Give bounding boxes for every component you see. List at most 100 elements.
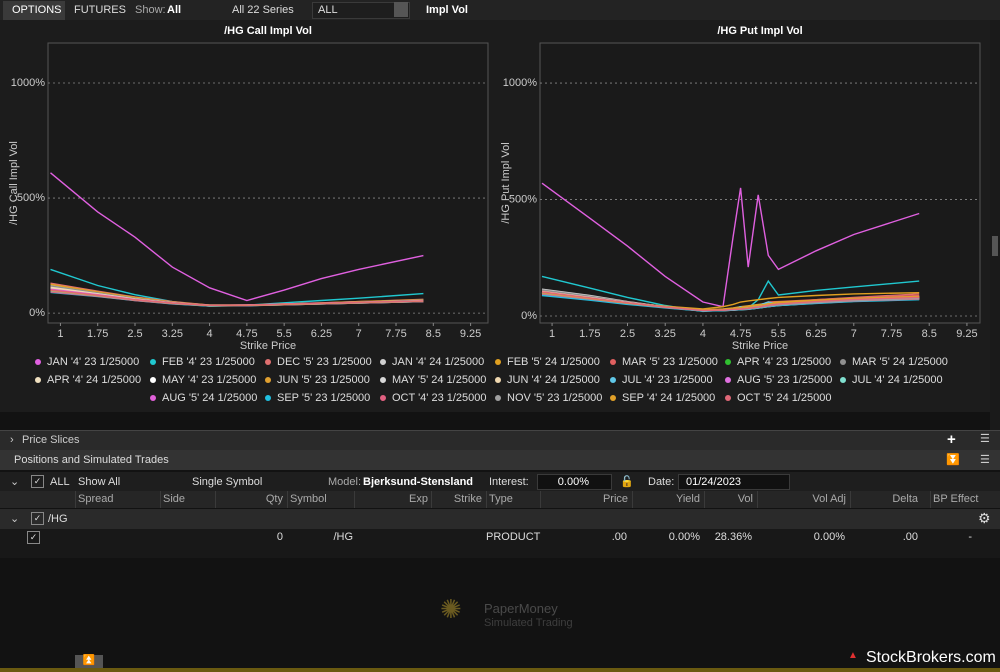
x-tick-label: 7.75	[881, 328, 902, 340]
legend-swatch	[840, 377, 846, 383]
show-label: Show:	[135, 4, 166, 16]
legend-item[interactable]: NOV '5' 23 1/25000	[495, 392, 610, 404]
cell: 28.36%	[714, 531, 752, 543]
legend-label: APR '4' 24 1/25000	[47, 374, 142, 386]
checkbox[interactable]: ✓	[31, 475, 44, 488]
legend-item[interactable]: JUL '4' 23 1/25000	[610, 374, 725, 386]
dropdown[interactable]	[312, 2, 410, 19]
column-header[interactable]: Strike	[431, 491, 484, 508]
legend-item[interactable]: JUN '5' 23 1/25000	[265, 374, 380, 386]
x-tick-label: 8.5	[922, 328, 937, 340]
legend-item[interactable]: FEB '4' 23 1/25000	[150, 356, 265, 368]
legend-label: MAR '5' 24 1/25000	[852, 356, 948, 368]
input[interactable]	[537, 474, 612, 490]
column-header[interactable]: Exp	[354, 491, 430, 508]
dropdown-arrow[interactable]	[394, 2, 408, 17]
legend-item[interactable]: APR '4' 24 1/25000	[35, 374, 150, 386]
chart-title: /HG Put Impl Vol	[717, 25, 802, 37]
date[interactable]: 01/24/2023	[686, 476, 742, 488]
plot-area	[539, 42, 981, 324]
plot-area	[47, 42, 489, 324]
x-axis-label: Strike Price	[240, 340, 296, 352]
y-tick-label: 0%	[29, 307, 45, 319]
settings-icon[interactable]: ⚙	[978, 510, 991, 526]
show-value[interactable]: All	[167, 4, 182, 16]
y-tick-label: 500%	[17, 192, 45, 204]
column-header[interactable]: Spread	[75, 491, 160, 508]
legend-label: AUG '5' 23 1/25000	[737, 374, 833, 386]
column-header[interactable]: Type	[486, 491, 538, 508]
scroll-thumb[interactable]	[992, 236, 998, 256]
expand-button[interactable]: ⏫	[75, 655, 103, 669]
interest[interactable]: 0.00%	[557, 476, 589, 488]
lock-icon[interactable]: 🔓	[620, 476, 634, 488]
y-tick-label: 0%	[521, 310, 537, 322]
legend-label: AUG '5' 24 1/25000	[162, 392, 258, 404]
legend-item[interactable]: SEP '5' 23 1/25000	[265, 392, 380, 404]
column-header[interactable]: Symbol	[287, 491, 353, 508]
legend-item[interactable]: OCT '4' 23 1/25000	[380, 392, 495, 404]
status-bar	[0, 668, 1000, 672]
legend-item[interactable]: OCT '5' 24 1/25000	[725, 392, 840, 404]
legend-item[interactable]: FEB '5' 24 1/25000	[495, 356, 610, 368]
add-button[interactable]: +	[947, 431, 956, 448]
checkbox[interactable]: ✓	[31, 512, 44, 525]
scrollbar[interactable]	[990, 20, 1000, 430]
study[interactable]: Impl Vol	[426, 4, 468, 16]
section-bar[interactable]	[0, 450, 1000, 470]
legend-item[interactable]: MAR '5' 24 1/25000	[840, 356, 955, 368]
symbol-mode[interactable]: Single Symbol	[192, 476, 263, 488]
x-tick-label: 5.5	[771, 328, 786, 340]
checkbox[interactable]: ✓	[27, 531, 40, 544]
legend-item[interactable]: APR '4' 23 1/25000	[725, 356, 840, 368]
legend-item[interactable]: MAY '5' 24 1/25000	[380, 374, 495, 386]
filter[interactable]: ALL	[318, 4, 338, 16]
legend-swatch	[150, 395, 156, 401]
menu-button[interactable]: ☰	[980, 454, 990, 466]
y-tick-label: 1000%	[11, 77, 45, 89]
tab-label[interactable]: FUTURES	[74, 4, 126, 16]
column-header[interactable]: Price	[540, 491, 630, 508]
x-tick-label: 7	[356, 328, 362, 340]
legend-item[interactable]: JUL '4' 24 1/25000	[840, 374, 955, 386]
column-header[interactable]: Vol	[704, 491, 755, 508]
section-title[interactable]: Price Slices	[22, 434, 80, 446]
legend-item[interactable]: JAN '4' 23 1/25000	[35, 356, 150, 368]
legend-item[interactable]: JAN '4' 24 1/25000	[380, 356, 495, 368]
legend-label: SEP '4' 24 1/25000	[622, 392, 716, 404]
legend-label: APR '4' 23 1/25000	[737, 356, 832, 368]
legend-item[interactable]: AUG '5' 23 1/25000	[725, 374, 840, 386]
legend-swatch	[35, 377, 41, 383]
collapse-button[interactable]: ⏬	[946, 454, 960, 466]
legend-item[interactable]: AUG '5' 24 1/25000	[150, 392, 265, 404]
column-header[interactable]: Side	[160, 491, 213, 508]
tab[interactable]	[3, 1, 65, 20]
section-bar[interactable]	[0, 430, 1000, 451]
legend-item[interactable]: DEC '5' 23 1/25000	[265, 356, 380, 368]
cell: /HG	[333, 531, 353, 543]
chevron[interactable]: ›	[10, 434, 14, 446]
legend-item[interactable]: SEP '4' 24 1/25000	[610, 392, 725, 404]
x-tick-label: 4.75	[730, 328, 751, 340]
legend-item[interactable]: MAY '4' 23 1/25000	[150, 374, 265, 386]
tab-label[interactable]: OPTIONS	[12, 4, 62, 16]
x-tick-label: 1.75	[87, 328, 108, 340]
series-filter[interactable]: All 22 Series	[232, 4, 294, 16]
legend-item[interactable]: MAR '5' 23 1/25000	[610, 356, 725, 368]
show-filter[interactable]: Show All	[78, 476, 121, 488]
input[interactable]	[678, 474, 790, 490]
legend-item[interactable]: JUN '4' 24 1/25000	[495, 374, 610, 386]
column-header[interactable]: Delta	[850, 491, 920, 508]
x-tick-label: 6.25	[805, 328, 826, 340]
column-header[interactable]: Yield	[632, 491, 702, 508]
menu-button[interactable]: ☰	[980, 433, 990, 445]
column-header[interactable]: Qty	[215, 491, 285, 508]
series-group	[541, 182, 920, 313]
chevron[interactable]: ⌄	[10, 513, 20, 525]
model[interactable]: Bjerksund-Stensland	[363, 476, 474, 488]
section-title[interactable]: Positions and Simulated Trades	[14, 454, 169, 466]
column-header[interactable]: Vol Adj	[757, 491, 848, 508]
chevron[interactable]: ⌄	[10, 476, 20, 488]
column-header[interactable]: BP Effect	[930, 491, 978, 508]
